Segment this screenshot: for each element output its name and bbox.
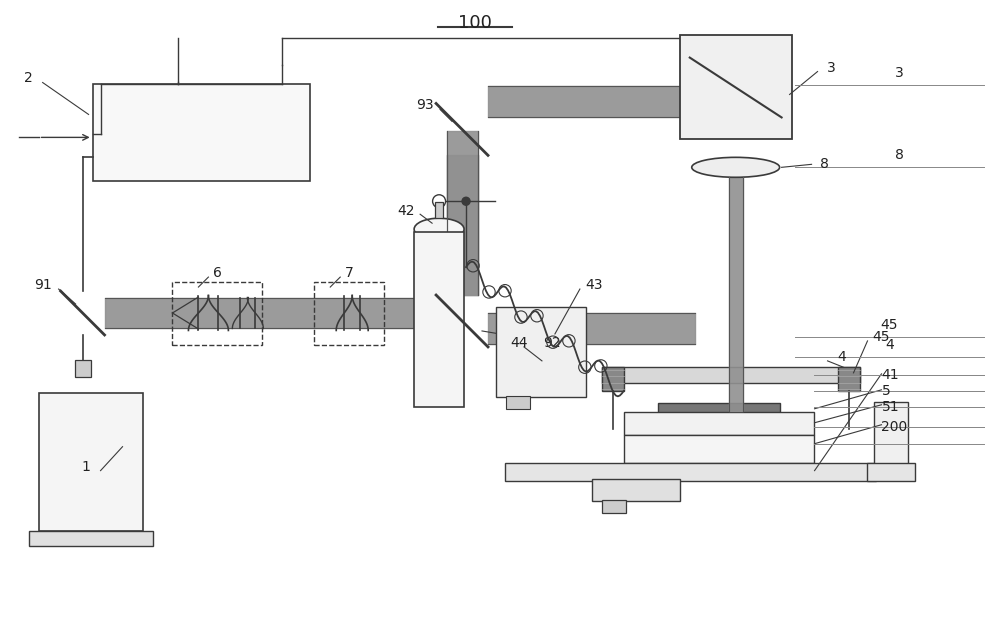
FancyBboxPatch shape	[506, 396, 530, 409]
Text: 6: 6	[213, 266, 222, 280]
FancyBboxPatch shape	[496, 307, 586, 397]
FancyBboxPatch shape	[680, 35, 792, 139]
FancyBboxPatch shape	[75, 360, 91, 377]
Text: 45: 45	[881, 318, 898, 332]
FancyBboxPatch shape	[505, 462, 876, 480]
FancyBboxPatch shape	[93, 84, 310, 181]
FancyBboxPatch shape	[39, 393, 143, 530]
Text: 7: 7	[345, 266, 354, 280]
Text: 51: 51	[881, 400, 899, 413]
FancyBboxPatch shape	[874, 402, 908, 464]
FancyBboxPatch shape	[624, 412, 814, 435]
Text: 91: 91	[34, 278, 52, 292]
Text: 92: 92	[543, 336, 561, 350]
FancyBboxPatch shape	[602, 367, 624, 391]
FancyBboxPatch shape	[867, 462, 915, 480]
FancyBboxPatch shape	[29, 530, 153, 547]
FancyBboxPatch shape	[592, 478, 680, 501]
FancyBboxPatch shape	[624, 435, 814, 462]
Text: 44: 44	[510, 336, 527, 350]
Circle shape	[462, 197, 470, 206]
FancyBboxPatch shape	[414, 232, 464, 407]
FancyBboxPatch shape	[435, 202, 443, 219]
Ellipse shape	[414, 219, 464, 240]
Text: 1: 1	[81, 460, 90, 474]
Text: 4: 4	[837, 350, 846, 364]
FancyBboxPatch shape	[658, 403, 780, 413]
FancyBboxPatch shape	[602, 367, 860, 383]
Text: 41: 41	[881, 368, 899, 382]
Text: 5: 5	[881, 384, 890, 398]
Text: 4: 4	[885, 338, 894, 352]
Text: 200: 200	[881, 420, 908, 434]
Text: 42: 42	[397, 204, 415, 219]
FancyBboxPatch shape	[602, 500, 626, 513]
Text: 8: 8	[895, 149, 904, 162]
Text: 93: 93	[416, 98, 434, 113]
Ellipse shape	[692, 157, 780, 177]
Text: 2: 2	[24, 71, 33, 85]
Text: 8: 8	[820, 157, 829, 171]
Text: 43: 43	[585, 278, 603, 292]
Text: 100: 100	[458, 14, 492, 32]
Text: 3: 3	[827, 61, 836, 74]
Text: 3: 3	[895, 66, 904, 79]
Text: 45: 45	[873, 330, 890, 344]
FancyBboxPatch shape	[838, 367, 860, 391]
